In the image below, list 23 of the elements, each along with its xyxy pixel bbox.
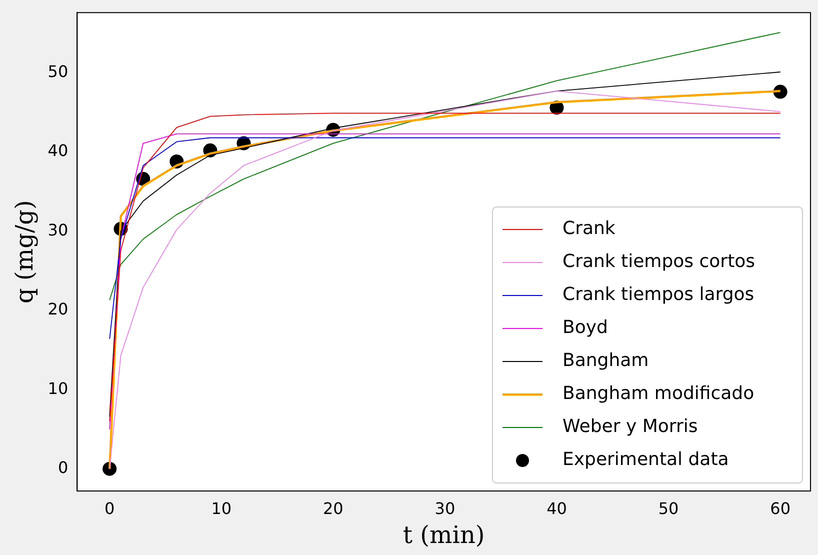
y-tick-label: 0	[58, 458, 68, 477]
y-tick-label: 40	[48, 141, 68, 160]
x-tick-label: 50	[658, 498, 679, 518]
legend-label: Crank tiempos largos	[562, 284, 754, 306]
y-tick-label: 50	[48, 62, 68, 81]
x-tick-label: 0	[104, 498, 115, 518]
x-tick-label: 20	[322, 498, 344, 518]
x-tick-label: 30	[434, 498, 456, 518]
y-tick-label: 30	[48, 220, 68, 240]
y-tick-label: 10	[48, 378, 68, 398]
x-axis-title: t (min)	[402, 520, 485, 549]
legend-label: Crank	[562, 218, 616, 240]
legend-label: Bangham modificado	[562, 383, 754, 404]
x-tick-label: 60	[770, 498, 790, 518]
x-tick-label: 10	[211, 498, 232, 518]
x-tick-label: 40	[546, 498, 567, 518]
legend-label: Crank tiempos cortos	[562, 251, 756, 272]
y-tick-label: 20	[48, 300, 68, 319]
legend-label: Boyd	[562, 317, 608, 338]
legend-label: Bangham	[562, 350, 649, 372]
legend-label: Experimental data	[562, 449, 729, 470]
y-axis-title: q (mg/g)	[10, 200, 39, 304]
legend-label: Weber y Morris	[562, 416, 698, 438]
